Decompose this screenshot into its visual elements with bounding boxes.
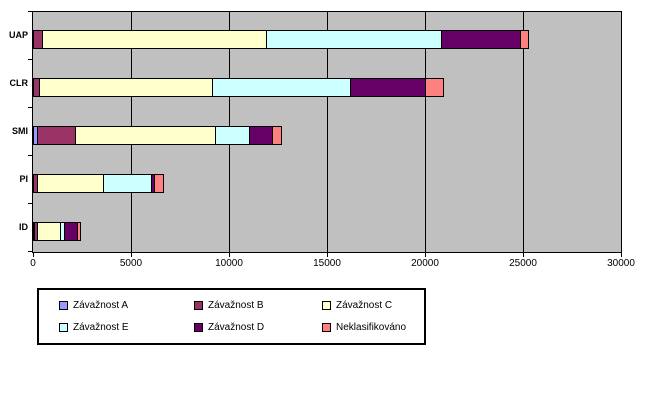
legend-label: Závažnost E	[73, 322, 129, 334]
bar-segment	[154, 174, 164, 193]
legend-label: Neklasifikováno	[336, 322, 407, 334]
legend-item: Závažnost B	[194, 300, 322, 311]
bar-segment	[77, 222, 81, 241]
bar-segment	[39, 78, 213, 97]
gridline	[522, 12, 524, 252]
category-label: SMI	[11, 126, 28, 136]
category-label: UAP	[8, 30, 28, 40]
x-tick-label: 15000	[313, 258, 341, 269]
y-tick	[28, 59, 32, 60]
legend-item: Závažnost E	[59, 322, 194, 333]
legend-swatch	[59, 323, 68, 333]
x-tick-label: 5000	[119, 258, 143, 269]
bar-segment	[37, 174, 104, 193]
legend-item: Závažnost D	[194, 322, 322, 333]
legend-label: Závažnost D	[208, 322, 265, 334]
legend-item: Závažnost A	[59, 300, 194, 311]
x-tick	[229, 253, 230, 257]
bar-segment	[37, 222, 61, 241]
legend-swatch	[322, 300, 331, 310]
x-tick	[131, 253, 132, 257]
bar-segment	[425, 78, 444, 97]
bar-segment	[350, 78, 426, 97]
y-tick	[28, 155, 32, 156]
legend-label: Závažnost C	[336, 299, 393, 311]
category-label: PI	[19, 174, 28, 184]
y-tick	[28, 251, 32, 252]
bar-segment	[249, 126, 273, 145]
bar-segment	[75, 126, 216, 145]
legend-item: Závažnost C	[322, 300, 424, 311]
x-tick	[523, 253, 524, 257]
x-tick	[425, 253, 426, 257]
bar-segment	[37, 126, 76, 145]
category-label: CLR	[9, 78, 29, 88]
bar-segment	[103, 174, 152, 193]
category-label: ID	[19, 222, 28, 232]
legend-label: Závažnost B	[208, 299, 264, 311]
bar-segment	[215, 126, 250, 145]
x-tick-label: 0	[30, 258, 36, 269]
bar-segment	[64, 222, 78, 241]
bar-pi	[33, 174, 164, 193]
plot-area	[32, 11, 622, 253]
y-tick	[28, 203, 32, 204]
bar-id	[33, 222, 81, 241]
legend-swatch	[59, 300, 68, 310]
legend-swatch	[194, 323, 203, 333]
x-tick	[327, 253, 328, 257]
bar-segment	[212, 78, 351, 97]
bar-segment	[266, 30, 442, 49]
x-tick	[621, 253, 622, 257]
bar-segment	[520, 30, 529, 49]
y-tick	[28, 107, 32, 108]
bar-segment	[441, 30, 521, 49]
x-tick	[33, 253, 34, 257]
legend: Závažnost A Závažnost B Závažnost C Závažno…	[37, 288, 426, 345]
bar-uap	[33, 30, 529, 49]
x-tick-label: 25000	[509, 258, 537, 269]
legend-item: Neklasifikováno	[322, 322, 424, 333]
bar-clr	[33, 78, 444, 97]
gridline	[424, 12, 426, 252]
bar-segment	[42, 30, 267, 49]
gridline	[326, 12, 328, 252]
x-tick-label: 10000	[215, 258, 243, 269]
x-tick-label: 20000	[411, 258, 439, 269]
x-tick-label: 30000	[607, 258, 635, 269]
bar-smi	[33, 126, 282, 145]
y-tick	[28, 11, 32, 12]
bar-segment	[272, 126, 282, 145]
legend-swatch	[322, 323, 331, 333]
legend-swatch	[194, 300, 203, 310]
legend-label: Závažnost A	[73, 299, 129, 311]
